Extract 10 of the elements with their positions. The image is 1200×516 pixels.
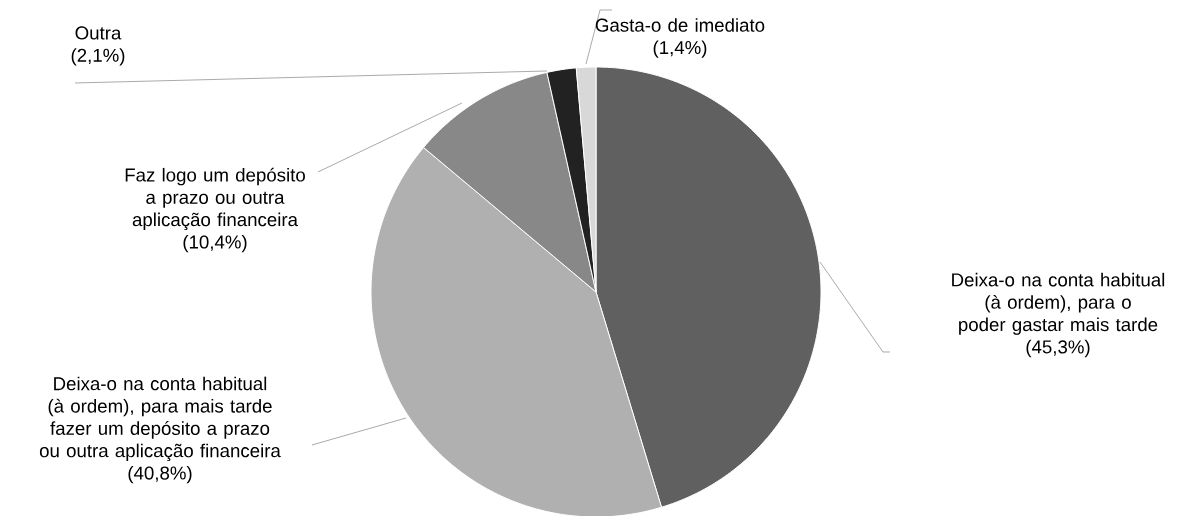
data-label: (1,4%) [653, 40, 707, 58]
data-label: (40,8%) [128, 465, 192, 484]
data-label: (45,3%) [1026, 339, 1090, 358]
data-label: (10,4%) [183, 234, 247, 253]
slice-label: Deixa-o na conta habitual (à ordem), para o poder gastar mais tarde [952, 272, 1165, 335]
slice-label: Deixa-o na conta habitual (à ordem), para mais tarde fazer um depósito a prazo ou outra aplicação financeira [39, 376, 281, 462]
slice-label: Gasta-o de imediato [595, 18, 765, 32]
slice-label: Outra [75, 26, 122, 40]
slice-label: Faz logo um depósito a prazo ou outra aplicação financeira [125, 167, 305, 231]
data-label: (2,1%) [71, 48, 125, 66]
